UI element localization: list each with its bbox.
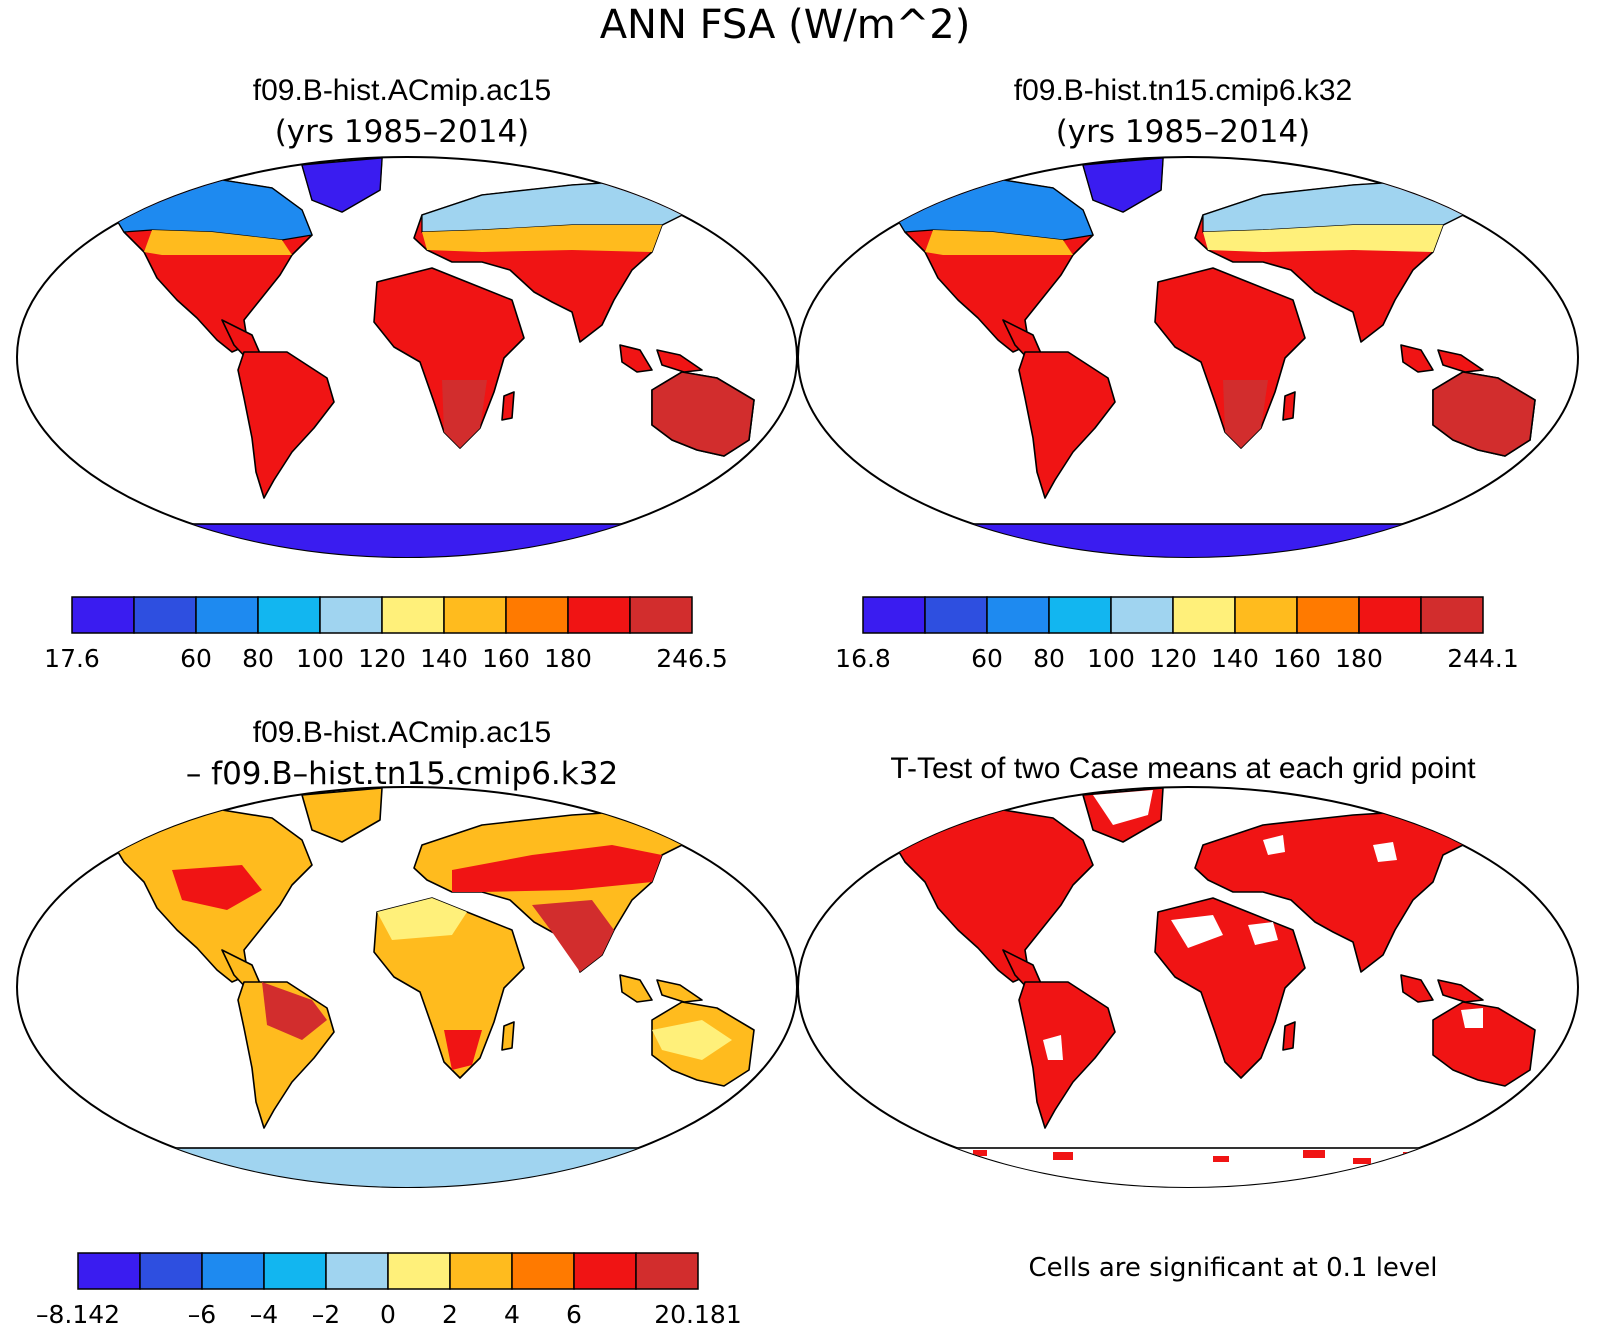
panel-case2: f09.B-hist.tn15.cmip6.k32 (yrs 1985–2014… — [797, 74, 1579, 673]
colorbar-tick-label: 4 — [504, 1300, 520, 1327]
panel-diff-title: f09.B-hist.ACmip.ac15 — [253, 716, 551, 749]
colorbar-tick-label: 20.181 — [654, 1300, 741, 1327]
colorbar-swatch — [862, 596, 926, 634]
colorbar-swatch — [1296, 596, 1360, 634]
panel-case2-title: f09.B-hist.tn15.cmip6.k32 — [1014, 74, 1353, 107]
colorbar-case2: 16.8 60 80 100 120 140 160 180 244.1 — [835, 596, 1519, 673]
colorbar-tick-label: 2 — [442, 1300, 458, 1327]
colorbar-tick-label: 160 — [1273, 644, 1321, 673]
colorbar-tick-label: –2 — [312, 1300, 340, 1327]
warm-regions — [1223, 371, 1536, 457]
colorbar-tick-label: 60 — [971, 644, 1003, 673]
colorbar-swatch — [629, 596, 693, 634]
colorbar-swatch — [201, 1252, 265, 1290]
difference-hotspots — [172, 845, 732, 1070]
colorbar-swatch — [195, 596, 259, 634]
colorbar-tick-label: 120 — [1149, 644, 1197, 673]
panel-case1-title: f09.B-hist.ACmip.ac15 — [253, 74, 551, 107]
panel-ttest: T-Test of two Case means at each grid po… — [797, 752, 1579, 1283]
colorbar-tick-label: 80 — [242, 644, 274, 673]
colorbar-tick-label: –6 — [188, 1300, 216, 1327]
map-case2 — [797, 156, 1579, 558]
colorbar-tick-label: 16.8 — [835, 644, 891, 673]
colorbar-swatch — [139, 1252, 203, 1290]
map-difference — [16, 786, 798, 1188]
colorbar-swatch — [71, 596, 135, 634]
colorbar-tick-label: –8.142 — [36, 1300, 120, 1327]
colorbar-tick-label: 120 — [358, 644, 406, 673]
warm-regions — [442, 371, 755, 457]
colorbar-swatch — [319, 596, 383, 634]
colorbar-tick-label: 244.1 — [1447, 644, 1519, 673]
colorbar-swatch — [387, 1252, 451, 1290]
high-latitude-bands — [111, 157, 714, 255]
colorbar-case1: 17.6 60 80 100 120 140 160 180 246.5 — [44, 596, 728, 673]
colorbar-tick-label: 17.6 — [44, 644, 100, 673]
colorbar-tick-label: 160 — [482, 644, 530, 673]
colorbar-tick-label: 60 — [180, 644, 212, 673]
map-ttest — [797, 786, 1579, 1188]
colorbar-swatch — [443, 596, 507, 634]
colorbar-swatch — [567, 596, 631, 634]
colorbar-swatch — [1420, 596, 1484, 634]
panel-difference: f09.B-hist.ACmip.ac15 – f09.B–hist.tn15.… — [16, 716, 798, 1327]
colorbar-difference: –8.142 –6 –4 –2 0 2 4 6 20.181 — [36, 1252, 742, 1327]
panel-diff-subtitle: – f09.B–hist.tn15.cmip6.k32 — [186, 756, 618, 792]
colorbar-swatch — [924, 596, 988, 634]
colorbar-swatch — [986, 596, 1050, 634]
significance-note: Cells are significant at 0.1 level — [1028, 1253, 1437, 1283]
colorbar-swatch — [133, 596, 197, 634]
colorbar-tick-label: 140 — [1211, 644, 1259, 673]
colorbar-swatch — [381, 596, 445, 634]
colorbar-tick-label: 80 — [1033, 644, 1065, 673]
colorbar-tick-label: 140 — [420, 644, 468, 673]
colorbar-swatch — [325, 1252, 389, 1290]
colorbar-tick-label: 6 — [566, 1300, 582, 1327]
colorbar-swatch — [263, 1252, 327, 1290]
colorbar-swatch — [77, 1252, 141, 1290]
colorbar-tick-label: 0 — [380, 1300, 396, 1327]
panel-case2-subtitle: (yrs 1985–2014) — [1056, 114, 1311, 150]
colorbar-tick-label: –4 — [250, 1300, 278, 1327]
colorbar-swatch — [1234, 596, 1298, 634]
panel-ttest-title: T-Test of two Case means at each grid po… — [890, 752, 1476, 785]
colorbar-swatch — [1110, 596, 1174, 634]
colorbar-swatch — [1048, 596, 1112, 634]
non-significant-areas — [1043, 790, 1483, 1060]
colorbar-tick-label: 100 — [1087, 644, 1135, 673]
panel-case1-subtitle: (yrs 1985–2014) — [275, 114, 530, 150]
colorbar-tick-label: 180 — [544, 644, 592, 673]
colorbar-swatch — [1172, 596, 1236, 634]
colorbar-swatch — [449, 1252, 513, 1290]
colorbar-swatch — [1358, 596, 1422, 634]
colorbar-swatch — [511, 1252, 575, 1290]
colorbar-tick-label: 246.5 — [656, 644, 728, 673]
map-case1 — [16, 156, 798, 558]
colorbar-swatch — [573, 1252, 637, 1290]
main-title: ANN FSA (W/m^2) — [600, 2, 971, 48]
colorbar-swatch — [505, 596, 569, 634]
colorbar-tick-label: 180 — [1335, 644, 1383, 673]
colorbar-tick-label: 100 — [296, 644, 344, 673]
panel-case1: f09.B-hist.ACmip.ac15 (yrs 1985–2014) — [16, 74, 798, 673]
colorbar-swatch — [257, 596, 321, 634]
colorbar-swatch — [635, 1252, 699, 1290]
